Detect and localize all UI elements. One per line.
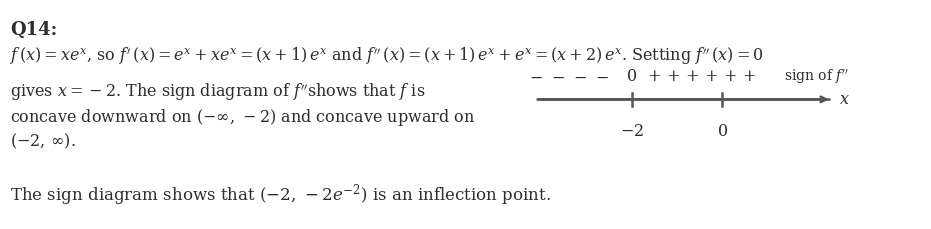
Text: $0$: $0$ <box>626 68 637 85</box>
Text: concave downward on $(-\infty,\,-2)$ and concave upward on: concave downward on $(-\infty,\,-2)$ and… <box>10 107 476 128</box>
Text: $(-2,\,\infty)$.: $(-2,\,\infty)$. <box>10 132 76 151</box>
Text: $+$: $+$ <box>666 68 680 85</box>
Text: $-$: $-$ <box>530 68 543 85</box>
Text: $+$: $+$ <box>742 68 756 85</box>
Text: $+$: $+$ <box>647 68 660 85</box>
Text: sign of $f''$: sign of $f''$ <box>784 68 849 86</box>
Text: $+$: $+$ <box>722 68 736 85</box>
Text: $+$: $+$ <box>684 68 698 85</box>
Text: $-$: $-$ <box>551 68 565 85</box>
Text: $+$: $+$ <box>704 68 718 85</box>
Text: $-$: $-$ <box>595 68 609 85</box>
Text: $-$: $-$ <box>573 68 587 85</box>
Text: $x$: $x$ <box>839 91 850 108</box>
Text: The sign diagram shows that $(-2,\,-2e^{-2})$ is an inflection point.: The sign diagram shows that $(-2,\,-2e^{… <box>10 182 551 208</box>
Text: $f\,(x) = xe^{x}$, so $f'\,(x) = e^{x} + xe^{x} = (x + 1)\,e^{x}$ and $f''\,(x) : $f\,(x) = xe^{x}$, so $f'\,(x) = e^{x} +… <box>10 46 764 67</box>
Text: $0$: $0$ <box>717 123 728 140</box>
Text: gives $x = -2$. The sign diagram of $f''$shows that $f$ is: gives $x = -2$. The sign diagram of $f''… <box>10 82 425 103</box>
Text: Q14:: Q14: <box>10 21 58 39</box>
Text: $-2$: $-2$ <box>620 123 643 140</box>
